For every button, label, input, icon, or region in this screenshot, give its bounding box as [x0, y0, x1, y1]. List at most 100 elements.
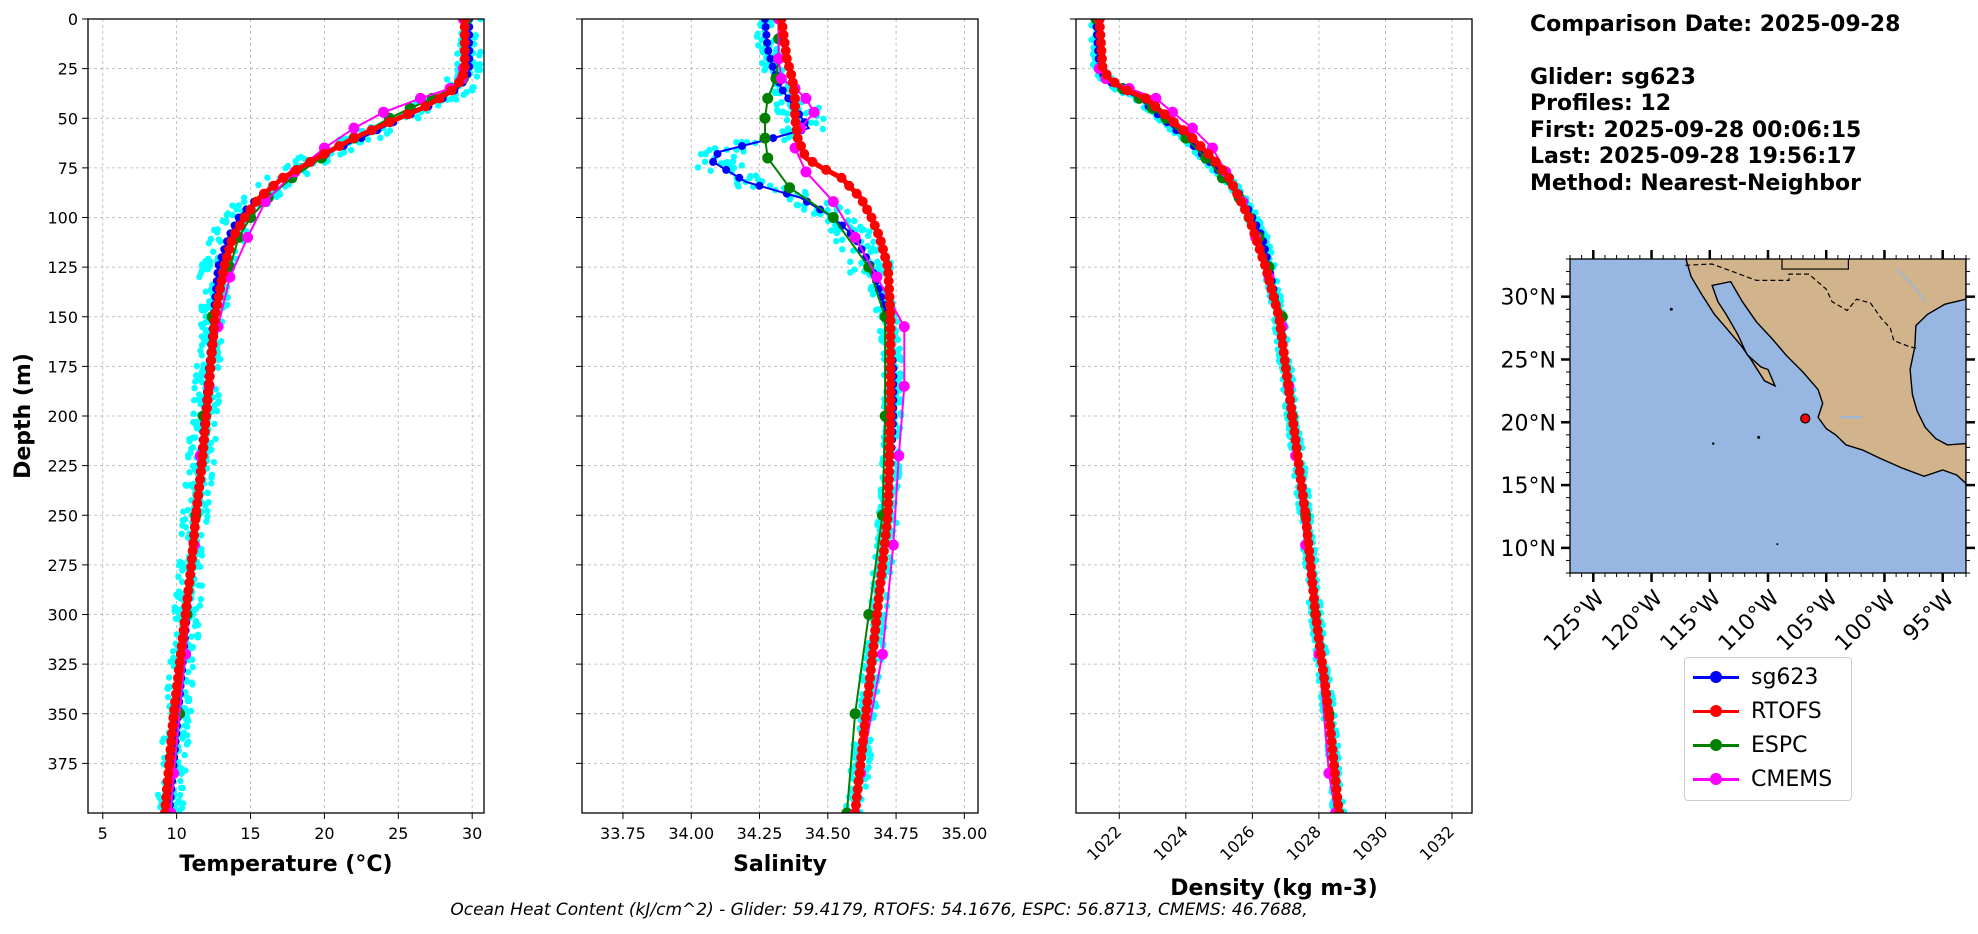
series-marker-rtofs — [884, 434, 895, 445]
series-marker-rtofs — [885, 347, 896, 358]
glider-sample-point — [858, 227, 866, 234]
series-marker-rtofs — [885, 363, 896, 374]
island — [1757, 435, 1761, 439]
series-marker-rtofs — [873, 593, 884, 604]
series-marker-rtofs — [1301, 514, 1312, 525]
series-marker-sg623 — [768, 62, 777, 71]
glider-sample-point — [839, 246, 846, 253]
series-marker-rtofs — [885, 387, 896, 398]
glider-sample-point — [847, 258, 854, 265]
series-marker-rtofs — [885, 379, 896, 390]
series-marker-rtofs — [197, 450, 208, 461]
x-axis-label: Temperature (°C) — [179, 852, 392, 877]
glider-sample-point — [851, 266, 858, 273]
glider-sample-point — [204, 255, 212, 262]
series-marker-rtofs — [173, 665, 184, 676]
x-tick-label: 34.25 — [737, 824, 783, 843]
series-marker-rtofs — [865, 665, 876, 676]
glider-sample-point — [187, 481, 194, 489]
glider-position-marker — [1800, 413, 1811, 424]
series-marker-rtofs — [1291, 442, 1302, 453]
map-lon-label: 125°W — [1539, 586, 1610, 657]
method: Method: Nearest-Neighbor — [1530, 170, 1861, 196]
series-marker-rtofs — [850, 800, 861, 811]
series-marker-rtofs — [181, 601, 192, 612]
series-marker-rtofs — [1281, 371, 1292, 382]
glider-sample-point — [177, 777, 184, 785]
map-lat-label: 15°N — [1501, 474, 1556, 499]
glider-sample-point — [172, 605, 179, 612]
series-marker-rtofs — [210, 307, 221, 318]
series-marker-rtofs — [268, 180, 279, 191]
series-marker-rtofs — [862, 204, 873, 215]
series-marker-rtofs — [458, 69, 469, 80]
glider-sample-point — [473, 73, 481, 80]
series-marker-rtofs — [885, 339, 896, 350]
series-marker-rtofs — [1280, 363, 1291, 374]
series-marker-rtofs — [459, 29, 470, 40]
series-marker-rtofs — [1286, 403, 1297, 414]
glider-sample-point — [212, 435, 219, 443]
country-border — [1685, 263, 1918, 349]
series-marker-rtofs — [1319, 673, 1330, 684]
glider-sample-point — [867, 248, 875, 255]
glider-sample-point — [862, 783, 869, 790]
series-marker-rtofs — [877, 561, 888, 572]
island — [1776, 543, 1779, 546]
series-marker-rtofs — [1150, 101, 1161, 112]
series-marker-rtofs — [206, 355, 217, 366]
series-marker-espc — [759, 132, 771, 144]
series-marker-rtofs — [885, 426, 896, 437]
series-marker-rtofs — [1266, 283, 1277, 294]
glider-sample-point — [180, 562, 188, 569]
series-marker-sg623 — [735, 173, 744, 182]
series-marker-rtofs — [216, 276, 227, 287]
series-marker-rtofs — [780, 45, 791, 56]
series-marker-rtofs — [199, 434, 210, 445]
series-marker-rtofs — [1195, 141, 1206, 152]
glider-sample-point — [711, 145, 719, 152]
series-marker-rtofs — [1293, 458, 1304, 469]
series-marker-rtofs — [790, 93, 801, 104]
glider-sample-point — [178, 590, 186, 598]
series-marker-rtofs — [880, 530, 891, 541]
series-marker-rtofs — [781, 53, 792, 64]
series-marker-rtofs — [791, 125, 802, 136]
series-marker-rtofs — [259, 188, 270, 199]
glider-sample-point — [255, 181, 262, 189]
series-marker-rtofs — [1305, 561, 1316, 572]
series-marker-rtofs — [875, 577, 886, 588]
glider-sample-point — [415, 114, 422, 122]
series-marker-espc — [863, 261, 875, 273]
series-marker-rtofs — [873, 228, 884, 239]
series-marker-espc — [762, 152, 774, 164]
series-marker-cmems — [849, 231, 861, 243]
series-marker-rtofs — [787, 77, 798, 88]
x-tick-label: 1030 — [1349, 822, 1391, 864]
series-marker-rtofs — [870, 625, 881, 636]
glider-sample-point — [347, 146, 355, 154]
series-marker-cmems — [876, 648, 888, 660]
series-marker-espc — [849, 708, 861, 720]
series-marker-cmems — [1186, 122, 1198, 134]
glider-sample-point — [190, 410, 197, 417]
series-marker-rtofs — [221, 252, 232, 263]
glider-sample-point — [800, 206, 808, 213]
map-lat-label: 20°N — [1501, 411, 1556, 436]
glider-sample-point — [839, 236, 846, 243]
glider-sample-point — [785, 133, 793, 141]
glider-sample-point — [735, 183, 742, 190]
series-marker-rtofs — [206, 347, 217, 358]
series-marker-rtofs — [1323, 704, 1334, 715]
series-marker-rtofs — [204, 371, 215, 382]
series-marker-rtofs — [1296, 482, 1307, 493]
series-marker-rtofs — [1096, 45, 1107, 56]
x-tick-label: 1028 — [1283, 822, 1325, 864]
series-marker-rtofs — [191, 506, 202, 517]
glider-sample-point — [778, 99, 785, 106]
series-marker-rtofs — [884, 442, 895, 453]
series-marker-rtofs — [167, 720, 178, 731]
series-marker-rtofs — [1303, 538, 1314, 549]
series-marker-rtofs — [459, 53, 470, 64]
glider-sample-point — [858, 259, 865, 267]
